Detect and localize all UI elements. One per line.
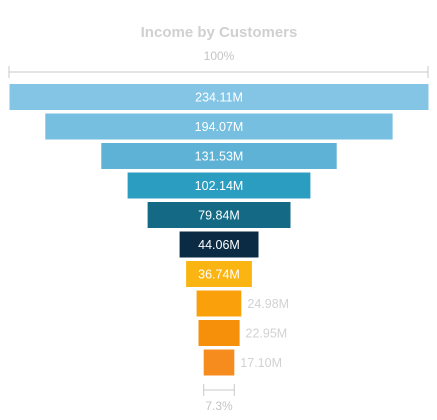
funnel-value-label: 102.14M [195,179,244,193]
funnel-value-label: 36.74M [198,268,240,282]
funnel-bar [196,290,242,317]
funnel-bar [198,320,240,346]
bottom-percent-bracket [203,384,235,396]
bottom-bracket-line [203,384,235,396]
funnel-bar [203,349,235,376]
funnel-bar [101,143,337,169]
funnel-bar [179,231,259,258]
funnel-value-label: 131.53M [195,150,244,164]
funnel-value-label: 24.98M [247,297,289,311]
funnel-bar [9,84,429,110]
funnel-value-label: 79.84M [198,209,240,223]
funnel-bar [186,261,252,287]
funnel-bar [147,202,291,228]
funnel-value-label: 194.07M [195,120,244,134]
funnel-value-label: 17.10M [240,356,282,370]
funnel-stages: 234.11M 194.07M 131.53M 102.14M 79.84M 44.06M… [9,84,429,376]
bottom-percent-label: 7.3% [205,399,233,413]
top-percent-label: 100% [204,49,235,63]
chart-title: Income by Customers [141,24,298,41]
funnel-bar [127,172,311,199]
funnel-bar [45,113,393,140]
top-percent-bracket [8,66,429,78]
funnel-value-label: 22.95M [246,327,288,341]
funnel-value-label: 44.06M [198,238,240,252]
funnel-value-label: 234.11M [195,91,243,105]
